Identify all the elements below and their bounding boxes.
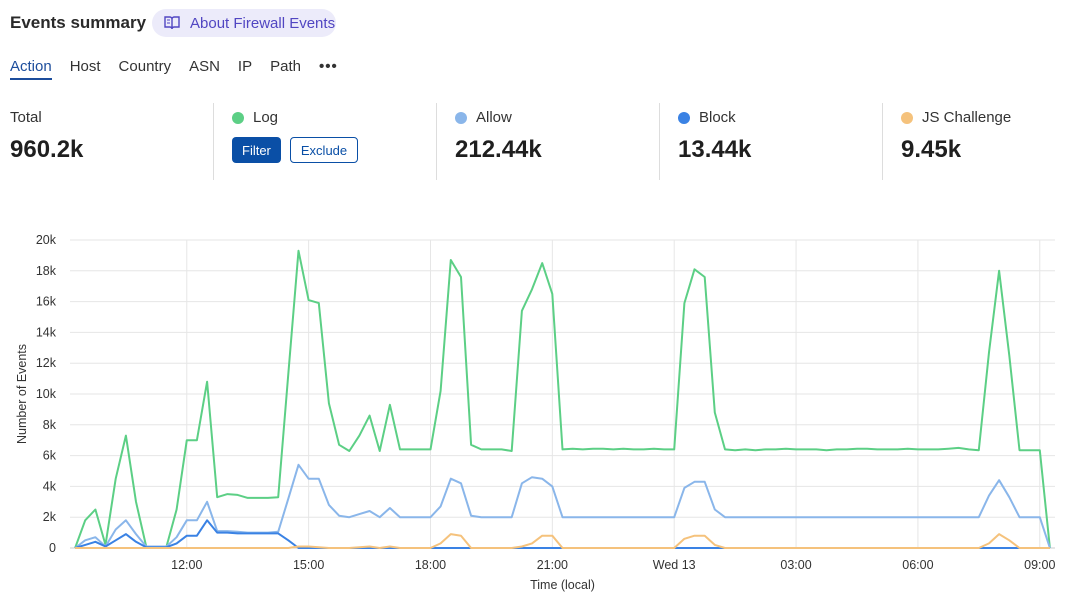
y-tick-label: 8k [43,418,57,432]
tab[interactable]: ASN [189,58,220,75]
legend-dot [678,111,690,124]
tab[interactable]: IP [237,58,253,75]
stat-label: Total [10,109,42,126]
x-tick-label: Wed 13 [653,558,696,572]
stat-label-row: Total [10,109,83,126]
stat-value: 212.44k [455,136,542,163]
stat-label: Log [253,109,279,126]
series-line [75,533,1050,549]
tab[interactable]: Path [270,58,301,75]
stat-label-row: Log [232,109,358,126]
about-link[interactable]: About Firewall Events [152,9,336,37]
x-tick-label: 06:00 [902,558,933,572]
stat-label: JS Challenge [922,109,1012,126]
series-line [74,463,1051,549]
legend-dot [455,111,467,124]
y-tick-label: 12k [36,356,57,370]
book-icon [164,16,180,30]
stat-label-row: Allow [455,109,542,126]
y-tick-label: 18k [36,264,57,278]
x-tick-label: 18:00 [415,558,446,572]
y-tick-label: 20k [36,233,57,247]
x-tick-label: 09:00 [1024,558,1055,572]
stat: JS Challenge 9.45k [901,103,1011,180]
filter-button[interactable]: Filter [232,137,281,163]
x-tick-label: 03:00 [780,558,811,572]
series-line [74,249,1051,549]
legend-dot [232,111,244,124]
stat: Total 960.2k [10,103,83,180]
stat-label-row: JS Challenge [901,109,1011,126]
stat: Allow 212.44k [455,103,542,180]
y-tick-label: 0 [49,541,56,555]
legend-dot [901,111,913,124]
y-tick-label: 6k [43,449,57,463]
stat: Block 13.44k [678,103,751,180]
series-line [74,519,1050,549]
separator [213,103,214,180]
separator [882,103,883,180]
buttons: Filter Exclude [232,137,359,163]
x-tick-label: 15:00 [293,558,324,572]
y-tick-label: 10k [36,387,57,401]
y-tick-label: 16k [36,295,57,309]
y-tick-label: 2k [43,510,57,524]
page-title: Events summary [10,13,147,32]
stat-value: 9.45k [901,136,962,163]
separator [659,103,660,180]
chart: 0 2k 4k 6k 8k 10k 12k 14k 16k 18k 20k 12:00 15:00 18:… [15,233,1055,592]
x-tick-label: 21:00 [537,558,568,572]
y-tick-label: 14k [36,325,57,339]
x-tick-label: 12:00 [171,558,202,572]
about-link-text: About Firewall Events [190,14,336,32]
stat-value: 13.44k [678,136,752,163]
stat-label-row: Block [678,109,751,126]
more-tabs[interactable]: ••• [318,58,338,75]
y-axis-label: Number of Events [15,344,29,444]
tabs: Action Host Country ASN IP Path ••• [10,58,338,80]
separator [436,103,437,180]
tab[interactable]: Country [118,58,172,75]
exclude-button[interactable]: Exclude [289,137,359,163]
stat-value: 960.2k [10,136,84,163]
y-tick-label: 4k [43,479,57,493]
stat-label: Block [699,109,736,126]
stat-label: Allow [476,109,512,126]
stat: Log Filter Exclude [232,103,359,180]
x-axis-label: Time (local) [530,578,595,592]
tab[interactable]: Action [10,58,52,80]
tab[interactable]: Host [69,58,101,75]
